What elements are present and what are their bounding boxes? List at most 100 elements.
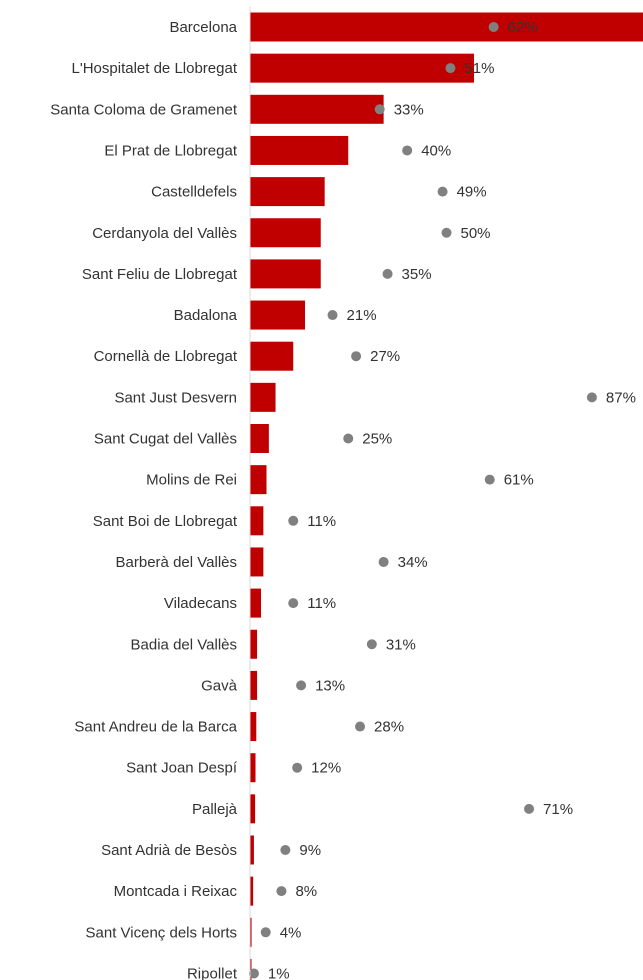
percent-point xyxy=(288,515,299,526)
percent-label: 71% xyxy=(543,801,573,818)
percent-label: 50% xyxy=(461,225,491,242)
bar xyxy=(250,12,643,42)
category-label: Sant Cugat del Vallès xyxy=(94,431,237,448)
percent-point xyxy=(402,145,413,156)
category-label: Cornellà de Llobregat xyxy=(94,348,238,365)
category-label: Cerdanyola del Vallès xyxy=(92,225,237,242)
percent-label: 87% xyxy=(606,389,636,406)
percent-point xyxy=(296,680,307,691)
category-label: Castelldefels xyxy=(151,184,237,201)
bar xyxy=(250,135,349,165)
category-label: Viladecans xyxy=(164,595,237,612)
bar xyxy=(250,670,258,700)
dots-layer xyxy=(248,22,597,979)
category-label: Badalona xyxy=(174,307,238,324)
percent-label: 31% xyxy=(386,636,416,653)
bar xyxy=(250,876,254,906)
percent-point xyxy=(276,886,287,897)
percent-point xyxy=(355,721,366,732)
category-label: Badia del Vallès xyxy=(131,636,237,653)
bar xyxy=(250,629,258,659)
category-label: Santa Coloma de Gramenet xyxy=(50,101,238,118)
percent-label: 11% xyxy=(307,595,336,612)
percent-label: 28% xyxy=(374,719,404,736)
bar xyxy=(250,753,256,783)
bar xyxy=(250,177,325,207)
percent-label: 33% xyxy=(394,101,424,118)
percent-label: 34% xyxy=(398,554,428,571)
category-label: Barcelona xyxy=(169,19,237,36)
category-label: Sant Just Desvern xyxy=(114,389,237,406)
bar xyxy=(250,259,321,289)
category-label: Sant Boi de Llobregat xyxy=(93,513,238,530)
category-label: Sant Adrià de Besòs xyxy=(101,842,237,859)
percent-label: 25% xyxy=(362,431,392,448)
percent-point xyxy=(260,927,271,938)
percent-label: 51% xyxy=(464,60,494,77)
bar xyxy=(250,465,267,495)
percent-label: 40% xyxy=(421,142,451,159)
category-label: Sant Andreu de la Barca xyxy=(74,719,237,736)
bar xyxy=(250,835,254,865)
category-label: Sant Joan Despí xyxy=(126,760,238,777)
percent-point xyxy=(374,104,385,115)
percent-label: 9% xyxy=(299,842,321,859)
category-label: Ripollet xyxy=(187,965,238,980)
bar xyxy=(250,341,294,371)
category-label: Molins de Rei xyxy=(146,472,237,489)
percent-point xyxy=(292,762,303,773)
percent-label: 1% xyxy=(268,965,290,980)
percent-labels: 62% 51% 33% 40% 49% 50% 35% 21% 27% 87% 25% 61% 11% 3… xyxy=(268,19,636,980)
category-label: Pallejà xyxy=(192,801,238,818)
percent-label: 21% xyxy=(347,307,377,324)
bar xyxy=(250,794,256,824)
percent-point xyxy=(288,598,299,609)
percent-point xyxy=(524,803,535,814)
category-label: Sant Vicenç dels Horts xyxy=(86,924,237,941)
category-label: Barberà del Vallès xyxy=(116,554,237,571)
bar xyxy=(250,424,269,453)
percent-label: 11% xyxy=(307,513,336,530)
percent-label: 35% xyxy=(402,266,432,283)
percent-point xyxy=(437,186,448,197)
bar xyxy=(250,547,264,577)
percent-label: 13% xyxy=(315,677,345,694)
percent-label: 4% xyxy=(280,924,302,941)
category-label: El Prat de Llobregat xyxy=(104,142,237,159)
category-label: L'Hospitalet de Llobregat xyxy=(72,60,238,77)
percent-point xyxy=(327,310,338,321)
percent-point xyxy=(366,639,377,650)
bar xyxy=(250,588,262,618)
percent-point xyxy=(351,351,362,362)
percent-point xyxy=(445,63,456,74)
percent-point xyxy=(378,556,389,567)
percent-label: 27% xyxy=(370,348,400,365)
percent-point xyxy=(441,227,452,238)
bar xyxy=(250,53,475,83)
bar xyxy=(250,506,264,536)
percent-point xyxy=(488,22,499,32)
percent-point xyxy=(484,474,495,485)
percent-label: 49% xyxy=(457,184,487,201)
percent-label: 12% xyxy=(311,760,341,777)
bar xyxy=(250,94,384,124)
percent-point xyxy=(248,968,259,979)
percent-label: 8% xyxy=(295,883,317,900)
percent-point xyxy=(343,433,354,444)
category-label: Montcada i Reixac xyxy=(114,883,238,900)
category-label: Sant Feliu de Llobregat xyxy=(82,266,238,283)
percent-label: 61% xyxy=(504,472,534,489)
category-label: Gavà xyxy=(201,677,238,694)
percent-point xyxy=(586,392,597,403)
bars-layer xyxy=(250,12,643,980)
bar xyxy=(250,218,321,248)
bar xyxy=(250,382,276,412)
percent-label: 62% xyxy=(508,19,538,36)
category-labels: Barcelona L'Hospitalet de Llobregat Santa … xyxy=(50,19,238,980)
bar xyxy=(250,958,252,980)
percent-point xyxy=(382,268,393,279)
percent-point xyxy=(280,845,291,855)
bar xyxy=(250,917,252,947)
bar xyxy=(250,712,257,742)
